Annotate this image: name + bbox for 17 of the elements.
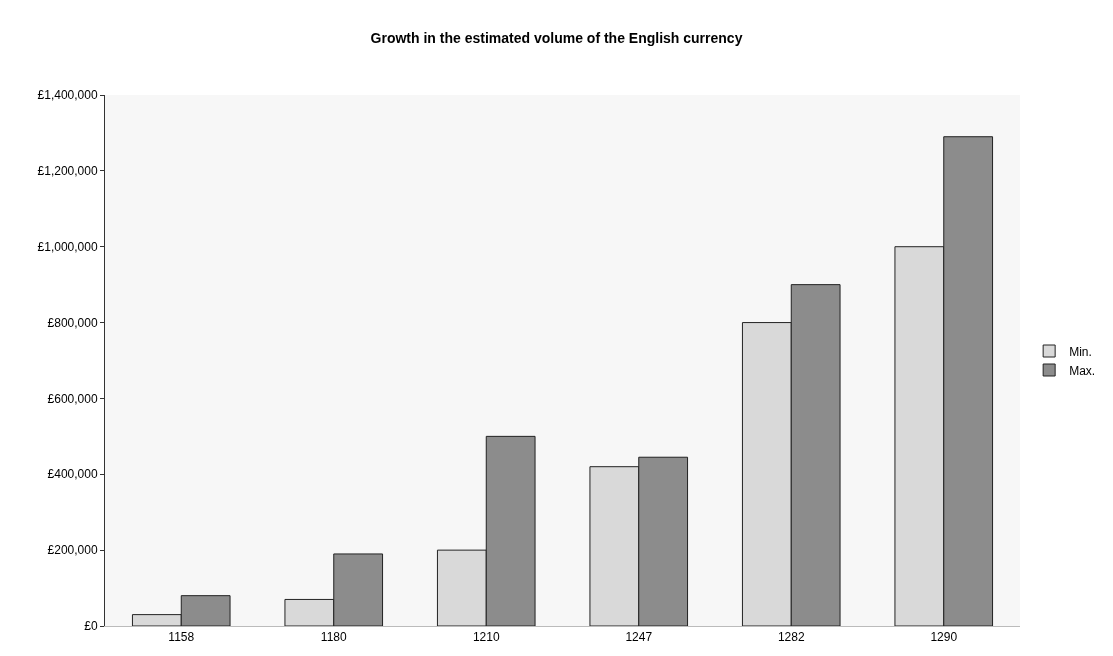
x-tick-label: 1180 xyxy=(320,630,347,645)
legend-label: Max. xyxy=(1069,363,1096,378)
x-tick-label: 1282 xyxy=(777,630,805,645)
y-tick-label: £800,000 xyxy=(47,315,98,330)
x-tick-label: 1247 xyxy=(625,630,653,645)
y-tick-label: £200,000 xyxy=(47,543,98,558)
chart-title: Growth in the estimated volume of the English currency xyxy=(370,29,743,46)
x-tick-label: 1158 xyxy=(168,630,195,645)
y-tick-label: £0 xyxy=(84,619,98,634)
legend-label: Min. xyxy=(1069,344,1092,359)
x-tick-label: 1210 xyxy=(472,630,500,645)
y-tick-label: £600,000 xyxy=(47,391,98,406)
y-tick-label: £1,200,000 xyxy=(37,164,98,179)
y-tick-label: £400,000 xyxy=(47,467,98,482)
y-tick-label: £1,000,000 xyxy=(37,239,98,254)
y-tick-label: £1,400,000 xyxy=(37,88,98,103)
x-tick-label: 1290 xyxy=(930,630,958,645)
